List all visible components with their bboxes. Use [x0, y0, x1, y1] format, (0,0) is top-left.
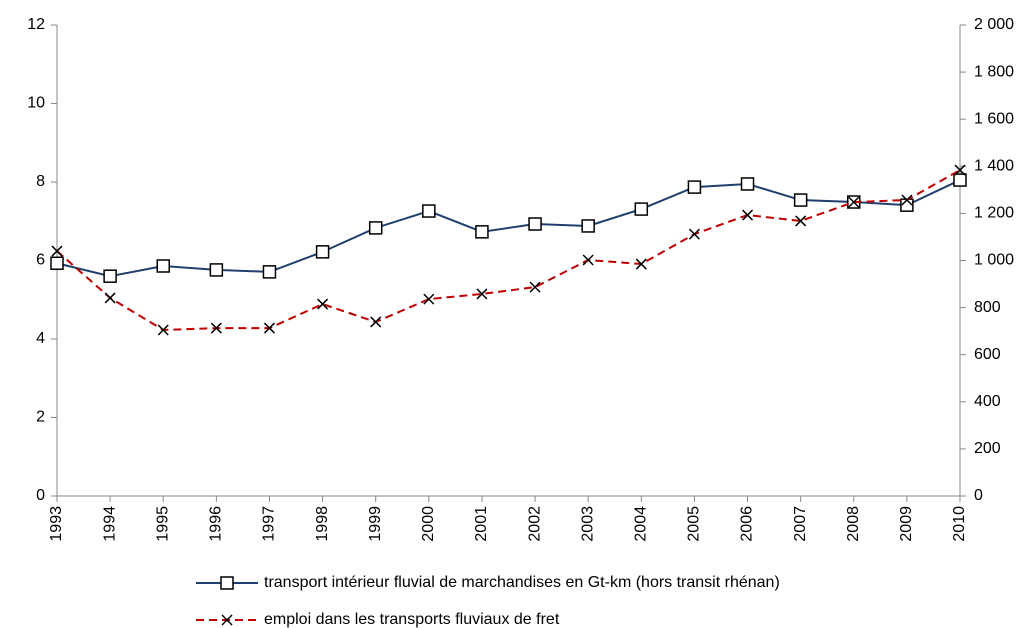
marker	[370, 316, 382, 328]
marker	[687, 180, 702, 194]
marker	[51, 245, 63, 257]
y2-tick-label: 200	[974, 440, 1001, 457]
x-tick-label: 1996	[208, 506, 225, 542]
marker	[954, 164, 966, 176]
marker	[848, 196, 860, 208]
y-tick-label: 8	[36, 173, 45, 190]
y2-tick-label: 600	[974, 346, 1001, 363]
marker	[740, 177, 755, 191]
x-tick-label: 2002	[526, 506, 543, 542]
x-tick-label: 1998	[314, 506, 331, 542]
marker	[582, 254, 594, 266]
marker	[262, 265, 277, 279]
line	[56, 169, 961, 331]
x-tick-label: 2003	[579, 506, 596, 542]
marker	[529, 281, 541, 293]
y2-tick-label: 1 800	[974, 63, 1014, 80]
marker	[793, 193, 808, 207]
x-tick-label: 2004	[633, 506, 650, 542]
marker	[423, 293, 435, 305]
legend-marker	[221, 614, 233, 626]
y2-tick-label: 1 600	[974, 110, 1014, 127]
x-tick-label: 2008	[845, 506, 862, 542]
x-tick-label: 2006	[739, 506, 756, 542]
y-tick-label: 2	[36, 409, 45, 426]
y2-tick-label: 1 000	[974, 252, 1014, 269]
marker	[210, 322, 222, 334]
marker	[953, 173, 967, 187]
marker	[315, 245, 330, 259]
marker	[209, 263, 224, 277]
x-tick-label: 2010	[951, 506, 968, 542]
y-tick-label: 10	[27, 95, 45, 112]
x-tick-label: 1993	[48, 506, 65, 542]
marker	[104, 292, 116, 304]
marker	[476, 288, 488, 300]
x-tick-label: 1995	[154, 506, 171, 542]
marker	[688, 228, 700, 240]
marker	[157, 324, 169, 336]
marker	[901, 194, 913, 206]
y2-tick-label: 400	[974, 393, 1001, 410]
marker	[634, 202, 649, 216]
legend-marker	[220, 576, 234, 590]
marker	[50, 256, 64, 270]
marker	[368, 221, 383, 235]
marker	[581, 219, 595, 233]
marker	[156, 259, 170, 273]
x-tick-label: 2005	[686, 506, 703, 542]
marker	[475, 225, 489, 239]
legend-label: emploi dans les transports fluviaux de f…	[264, 611, 560, 628]
y-tick-label: 0	[36, 487, 45, 504]
marker	[422, 204, 436, 218]
x-tick-label: 1994	[101, 506, 118, 542]
marker	[103, 269, 117, 283]
x-tick-label: 2000	[420, 506, 437, 542]
y2-tick-label: 800	[974, 299, 1001, 316]
y-tick-label: 6	[36, 252, 45, 269]
marker	[263, 322, 276, 334]
line	[56, 179, 961, 278]
marker	[317, 298, 329, 310]
legend-label: transport intérieur fluvial de marchandi…	[264, 574, 780, 591]
y-tick-label: 4	[36, 330, 45, 347]
marker	[528, 217, 542, 231]
marker	[795, 215, 807, 227]
x-tick-label: 2007	[792, 506, 809, 542]
x-tick-label: 2001	[473, 506, 490, 542]
y2-tick-label: 0	[974, 487, 983, 504]
y2-tick-label: 1 200	[974, 205, 1014, 222]
y2-tick-label: 2 000	[974, 16, 1014, 33]
marker	[741, 209, 754, 221]
x-tick-label: 2009	[898, 506, 915, 542]
marker	[635, 258, 647, 270]
y-tick-label: 12	[27, 16, 45, 33]
x-tick-label: 1999	[367, 506, 384, 542]
x-tick-label: 1997	[261, 506, 278, 542]
y2-tick-label: 1 400	[974, 158, 1014, 175]
